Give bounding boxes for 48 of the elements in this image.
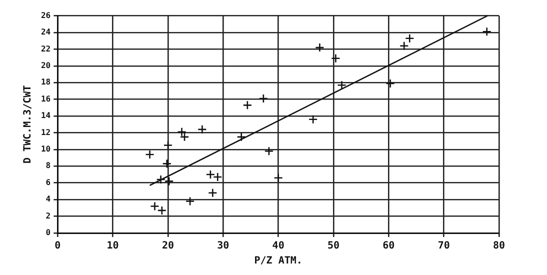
point — [163, 140, 173, 150]
y-tick-label: 12 — [40, 128, 51, 137]
point — [242, 100, 252, 110]
y-tick-label: 0 — [46, 228, 51, 238]
point — [308, 114, 318, 124]
point — [206, 170, 216, 180]
y-tick-label: 16 — [40, 94, 51, 104]
point — [156, 174, 166, 184]
point — [315, 42, 324, 52]
point — [258, 94, 268, 104]
y-tick-label: 14 — [40, 111, 51, 120]
x-tick-label: 10 — [106, 240, 119, 252]
y-tick-label: 18 — [40, 78, 51, 87]
y-axis-title: D TWC.M.3/CWT — [22, 85, 34, 164]
point — [162, 159, 172, 168]
y-tick-label: 2 — [46, 211, 51, 220]
x-tick-label: 20 — [162, 240, 174, 252]
y-tick-label: 26 — [40, 10, 51, 20]
x-tick-label: 40 — [272, 240, 284, 252]
point — [404, 34, 414, 44]
point — [274, 173, 283, 183]
point — [212, 172, 222, 182]
x-tick-label: 30 — [217, 240, 230, 252]
x-tick-label: 0 — [54, 240, 61, 252]
point — [185, 196, 195, 206]
y-tick-label: 4 — [46, 194, 51, 204]
x-tick-label: 60 — [382, 240, 395, 252]
point — [164, 176, 174, 186]
point — [264, 146, 274, 156]
point — [482, 27, 492, 36]
point — [331, 54, 340, 64]
y-tick-label: 6 — [46, 178, 51, 187]
point — [236, 132, 246, 142]
y-tick-label: 20 — [40, 61, 51, 70]
x-tick-label: 70 — [438, 240, 450, 252]
point — [399, 41, 409, 51]
point — [198, 124, 207, 134]
y-tick-label: 10 — [40, 144, 51, 154]
point — [386, 78, 395, 88]
point — [145, 150, 154, 160]
y-tick-label: 8 — [46, 161, 51, 170]
x-tick-label: 50 — [327, 240, 340, 252]
point — [337, 80, 346, 90]
point — [208, 188, 218, 198]
x-tick-label: 80 — [492, 240, 506, 252]
y-tick-label: 22 — [40, 44, 51, 54]
x-axis-title: P/Z ATM. — [254, 256, 302, 267]
y-tick-label: 24 — [40, 28, 51, 37]
